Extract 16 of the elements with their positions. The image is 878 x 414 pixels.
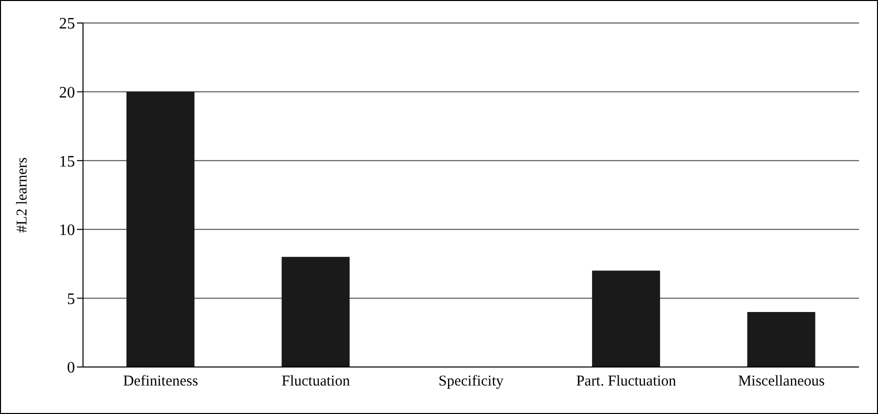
y-tick-label: 25: [59, 16, 75, 33]
y-tick-label: 0: [67, 360, 75, 377]
y-tick-label: 10: [59, 222, 75, 240]
x-tick-label: Part. Fluctuation: [576, 374, 677, 390]
y-tick-label: 15: [59, 153, 75, 170]
y-tick-label: 20: [59, 84, 75, 102]
y-tick-label: 5: [67, 290, 75, 308]
x-tick-label: Definiteness: [123, 374, 198, 390]
y-axis-title: #L2 learners: [14, 157, 30, 233]
bar: [126, 92, 194, 367]
x-tick-label: Fluctuation: [282, 374, 350, 390]
bar: [592, 270, 660, 367]
x-tick-label: Miscellaneous: [738, 374, 825, 390]
bar: [282, 256, 350, 367]
x-tick-label: Specificity: [438, 374, 504, 390]
bar: [747, 312, 816, 367]
